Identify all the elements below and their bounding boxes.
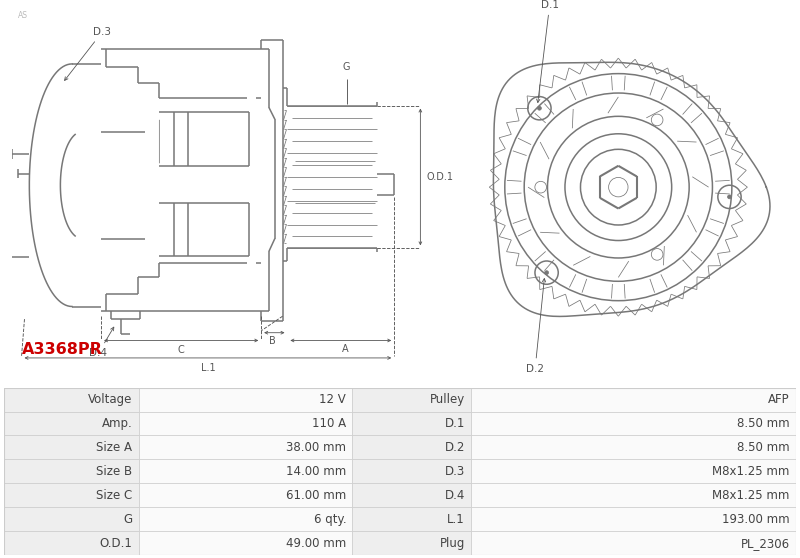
Bar (138, 435, 353, 459)
Text: 12 V: 12 V (319, 393, 346, 406)
Bar (138, 531, 353, 555)
Text: M8x1.25 mm: M8x1.25 mm (712, 489, 790, 502)
Bar (471, 459, 796, 483)
Text: D.1: D.1 (445, 417, 465, 430)
Bar (353, 388, 471, 412)
Circle shape (538, 107, 542, 110)
Bar (471, 435, 796, 459)
Text: 193.00 mm: 193.00 mm (722, 513, 790, 526)
Bar (138, 412, 353, 435)
Bar (4, 435, 138, 459)
Text: D.2: D.2 (526, 278, 546, 373)
Text: D.3: D.3 (445, 465, 465, 478)
Bar (4, 459, 138, 483)
Text: A: A (342, 344, 349, 354)
Text: O.D.1: O.D.1 (99, 537, 132, 550)
Text: Size B: Size B (96, 465, 132, 478)
Text: Size A: Size A (96, 441, 132, 454)
Bar (4, 507, 138, 531)
Text: Voltage: Voltage (88, 393, 132, 406)
Text: Size C: Size C (96, 489, 132, 502)
Bar (471, 507, 796, 531)
Text: C: C (178, 345, 185, 355)
Text: G: G (123, 513, 132, 526)
Text: L.1: L.1 (201, 363, 215, 373)
Text: D.4: D.4 (445, 489, 465, 502)
Text: B: B (269, 336, 276, 347)
Text: AFP: AFP (768, 393, 790, 406)
Text: 14.00 mm: 14.00 mm (286, 465, 346, 478)
Bar (138, 459, 353, 483)
Bar (138, 507, 353, 531)
Text: AS: AS (18, 11, 28, 20)
Text: D.1: D.1 (537, 0, 558, 103)
Bar (4, 412, 138, 435)
Text: 110 A: 110 A (312, 417, 346, 430)
Text: 6 qty.: 6 qty. (314, 513, 346, 526)
Text: Pulley: Pulley (430, 393, 465, 406)
Bar (471, 412, 796, 435)
Text: D.4: D.4 (90, 327, 114, 358)
Bar (4, 483, 138, 507)
Bar (4, 531, 138, 555)
Text: M8x1.25 mm: M8x1.25 mm (712, 465, 790, 478)
Text: PL_2306: PL_2306 (741, 537, 790, 550)
Bar (471, 483, 796, 507)
Text: D.3: D.3 (65, 27, 111, 80)
Bar (353, 435, 471, 459)
Bar (353, 531, 471, 555)
Bar (353, 507, 471, 531)
Text: 38.00 mm: 38.00 mm (286, 441, 346, 454)
Circle shape (727, 195, 731, 199)
Text: O.D.1: O.D.1 (426, 172, 454, 182)
Text: Amp.: Amp. (102, 417, 132, 430)
Bar (4, 388, 138, 412)
Bar (471, 531, 796, 555)
Bar (471, 388, 796, 412)
Text: 8.50 mm: 8.50 mm (737, 441, 790, 454)
Text: 49.00 mm: 49.00 mm (286, 537, 346, 550)
Bar (138, 388, 353, 412)
Bar (353, 459, 471, 483)
Circle shape (545, 271, 549, 275)
Bar (353, 483, 471, 507)
Text: 8.50 mm: 8.50 mm (737, 417, 790, 430)
Text: A3368PR: A3368PR (22, 342, 102, 357)
Text: D.2: D.2 (445, 441, 465, 454)
Text: L.1: L.1 (447, 513, 465, 526)
Text: G: G (343, 62, 350, 72)
Text: Plug: Plug (439, 537, 465, 550)
Bar (138, 483, 353, 507)
Bar (353, 412, 471, 435)
Text: 61.00 mm: 61.00 mm (286, 489, 346, 502)
